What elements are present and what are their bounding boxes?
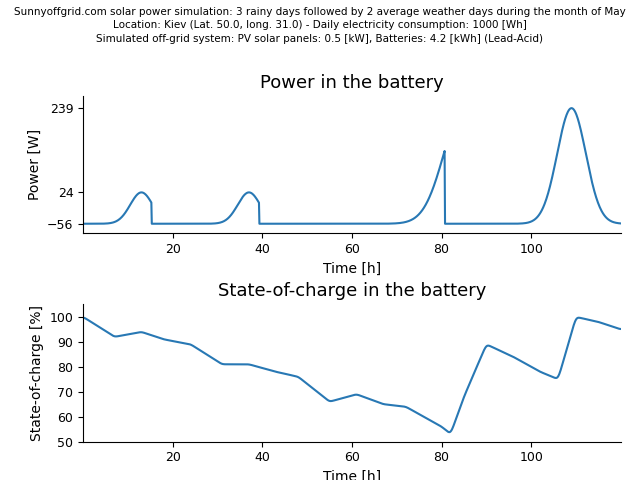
Y-axis label: Power [W]: Power [W] [28,129,42,200]
X-axis label: Time [h]: Time [h] [323,470,381,480]
X-axis label: Time [h]: Time [h] [323,262,381,276]
Title: State-of-charge in the battery: State-of-charge in the battery [218,282,486,300]
Text: Sunnyoffgrid.com solar power simulation: 3 rainy days followed by 2 average weat: Sunnyoffgrid.com solar power simulation:… [14,7,626,44]
Title: Power in the battery: Power in the battery [260,73,444,92]
Y-axis label: State-of-charge [%]: State-of-charge [%] [30,305,44,441]
